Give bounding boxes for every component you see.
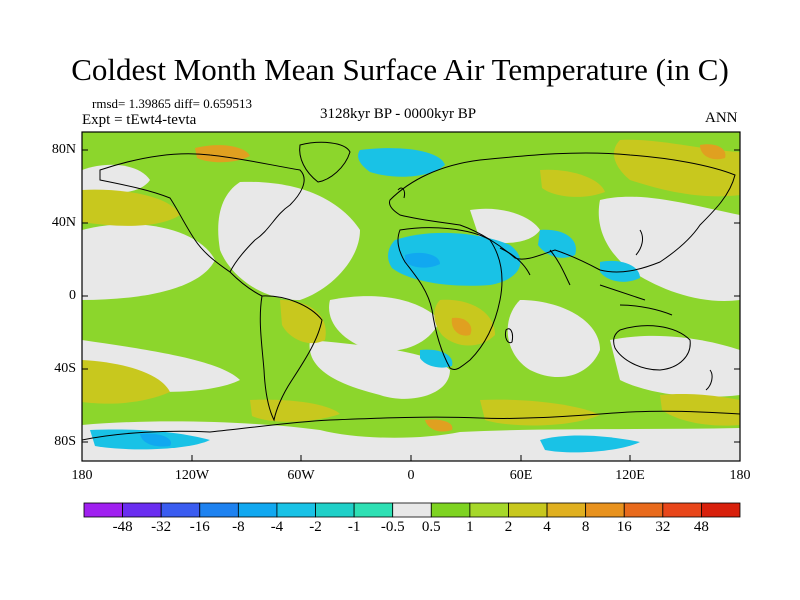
x-label-180w: 180 xyxy=(71,468,93,483)
cool-region xyxy=(420,349,453,368)
cool-region xyxy=(358,148,445,177)
coastline-antarctica xyxy=(82,410,740,441)
cooler-region xyxy=(405,252,440,268)
colorbar-label: 0.5 xyxy=(421,519,441,535)
colorbar-swatch xyxy=(83,502,123,518)
colorbar-label: -32 xyxy=(151,519,172,535)
colorbar-label: 32 xyxy=(655,519,671,535)
colorbar-label: 4 xyxy=(543,519,551,535)
colorbar-swatch xyxy=(585,502,625,518)
warm-region xyxy=(480,399,600,426)
colorbar-label: 1 xyxy=(466,519,474,535)
colorbar-swatch xyxy=(315,502,355,518)
cool-region xyxy=(538,229,576,258)
neutral-region xyxy=(218,181,360,300)
warm-region xyxy=(82,360,170,404)
anomaly-field xyxy=(82,139,740,461)
x-label-60e: 60E xyxy=(509,468,533,483)
warmer-region xyxy=(195,145,250,163)
neutral-region xyxy=(598,196,740,301)
colorbar-label: 8 xyxy=(581,519,590,535)
y-label-0: 0 xyxy=(69,288,76,303)
colorbar-swatch xyxy=(122,502,162,518)
season-label: ANN xyxy=(705,110,738,126)
warm-region xyxy=(280,300,326,344)
colorbar-label: -16 xyxy=(189,519,210,535)
colorbar-label: 2 xyxy=(504,519,513,535)
neutral-region xyxy=(82,224,215,300)
coastline-madagascar xyxy=(505,328,513,344)
coastline-africa xyxy=(397,227,503,371)
warm-region xyxy=(540,169,605,197)
coastline-australia xyxy=(613,325,691,371)
colorbar-swatch xyxy=(276,502,316,518)
cooler-region xyxy=(140,433,171,447)
y-label-40n: 40N xyxy=(51,215,76,230)
warm-region xyxy=(82,189,180,226)
colorbar-swatch xyxy=(392,502,432,518)
coastline-uk xyxy=(397,187,405,199)
neutral-region xyxy=(470,208,540,243)
period-label: 3128kyr BP - 0000kyr BP xyxy=(320,106,477,122)
colorbar-swatch xyxy=(353,502,394,518)
coastline-new-zealand xyxy=(705,369,713,391)
colorbar-label: -1 xyxy=(347,519,361,535)
neutral-region xyxy=(309,340,450,399)
colorbar-label: 16 xyxy=(616,519,632,535)
colorbar-swatch xyxy=(237,502,278,518)
coastline-eurasia xyxy=(389,152,736,273)
warmer-region xyxy=(451,317,472,336)
y-label-80n: 80N xyxy=(51,142,76,157)
colorbar-label: -48 xyxy=(112,519,133,535)
x-label-60w: 60W xyxy=(287,468,315,483)
x-label-180e: 180 xyxy=(729,468,751,483)
map-title: Coldest Month Mean Surface Air Temperatu… xyxy=(71,52,729,87)
colorbar-swatch xyxy=(701,502,741,518)
x-label-0: 0 xyxy=(407,468,415,483)
colorbar xyxy=(83,502,741,518)
experiment-label: Expt = tEwt4-tevta xyxy=(82,112,197,128)
map-background xyxy=(82,132,740,461)
colorbar-label: -4 xyxy=(270,519,284,535)
y-label-40s: 40S xyxy=(54,361,76,376)
coastline-se-asia xyxy=(599,284,673,316)
colorbar-label: 48 xyxy=(693,519,709,535)
warmer-region xyxy=(700,144,726,160)
y-label-80s: 80S xyxy=(54,434,76,449)
coastline-central-america xyxy=(229,271,263,297)
colorbar-label: -8 xyxy=(232,519,245,535)
neutral-region xyxy=(507,300,600,378)
cool-region xyxy=(388,232,521,286)
colorbar-swatch xyxy=(623,502,664,518)
axis-ticks xyxy=(81,149,741,461)
colorbar-swatch xyxy=(469,502,509,518)
colorbar-swatch xyxy=(546,502,587,518)
warm-region xyxy=(660,393,740,426)
coastline-north-america xyxy=(99,153,305,273)
colorbar-swatch xyxy=(160,502,201,518)
stats-text: rmsd= 1.39865 diff= 0.659513 xyxy=(92,96,252,111)
coastline-japan xyxy=(635,229,644,256)
coastline-south-america xyxy=(259,295,323,422)
neutral-region xyxy=(329,296,440,352)
colorbar-label: -2 xyxy=(309,519,322,535)
cool-region xyxy=(540,435,640,453)
coastline-greenland xyxy=(299,141,351,183)
colorbar-swatch xyxy=(199,502,239,518)
x-label-120e: 120E xyxy=(615,468,645,483)
neutral-region xyxy=(82,164,150,193)
colorbar-swatch xyxy=(430,502,471,518)
colorbar-swatch xyxy=(508,502,548,518)
coastline-south-asia xyxy=(499,247,571,286)
colorbar-swatch xyxy=(662,502,702,518)
warmer-region xyxy=(425,419,453,432)
x-label-120w: 120W xyxy=(174,468,210,483)
colorbar-label: -0.5 xyxy=(380,519,405,535)
coastlines xyxy=(82,141,740,441)
